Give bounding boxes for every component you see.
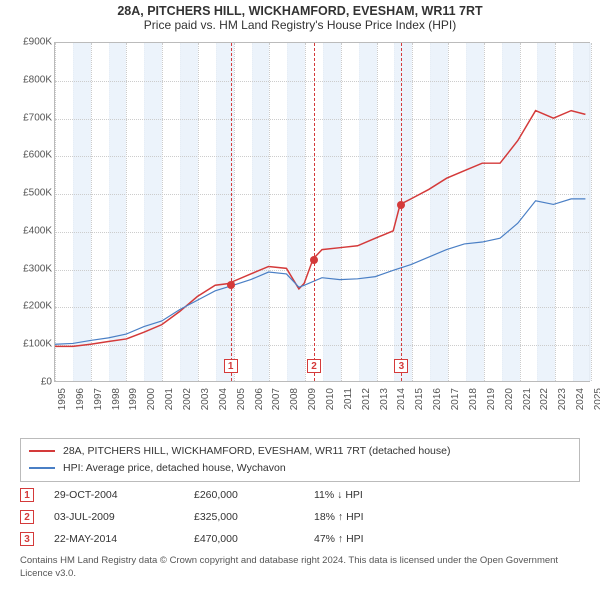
x-tick-label: 1998 — [111, 388, 122, 410]
chart: £0 £100K £200K £300K £400K £500K £600K £700K £80… — [8, 42, 594, 432]
sale-delta: 18% ↑ HPI — [314, 511, 434, 523]
sale-number-badge: 2 — [20, 510, 34, 524]
x-tick-label: 2019 — [486, 388, 497, 410]
legend-row: HPI: Average price, detached house, Wych… — [29, 460, 571, 477]
x-axis: 1995 1996 1997 1998 1999 2000 2001 2002 2003 2004… — [54, 384, 590, 432]
y-tick-label: £700K — [8, 112, 52, 123]
x-tick-label: 2005 — [236, 388, 247, 410]
sale-date: 03-JUL-2009 — [54, 511, 174, 523]
legend-label: HPI: Average price, detached house, Wych… — [63, 460, 286, 477]
sale-date: 22-MAY-2014 — [54, 533, 174, 545]
sale-price: £325,000 — [194, 511, 294, 523]
sale-dot — [227, 281, 235, 289]
sale-row: 3 22-MAY-2014 £470,000 47% ↑ HPI — [20, 528, 580, 550]
y-tick-label: £300K — [8, 263, 52, 274]
y-tick-label: £400K — [8, 225, 52, 236]
y-tick-label: £200K — [8, 301, 52, 312]
y-axis: £0£100K£200K£300K£400K£500K£600K£700K£80… — [8, 42, 52, 382]
y-tick-label: £800K — [8, 74, 52, 85]
y-tick-label: £600K — [8, 150, 52, 161]
sale-number-badge: 3 — [20, 532, 34, 546]
x-tick-label: 2001 — [164, 388, 175, 410]
sale-dot — [397, 201, 405, 209]
x-tick-label: 2007 — [271, 388, 282, 410]
series-line — [55, 111, 585, 347]
footer-attribution: Contains HM Land Registry data © Crown c… — [20, 554, 580, 581]
page-subtitle: Price paid vs. HM Land Registry's House … — [0, 18, 600, 32]
x-tick-label: 2012 — [361, 388, 372, 410]
sales-table: 1 29-OCT-2004 £260,000 11% ↓ HPI 2 03-JUL-200… — [20, 484, 580, 550]
legend-row: 28A, PITCHERS HILL, WICKHAMFORD, EVESHAM… — [29, 443, 571, 460]
sale-row: 2 03-JUL-2009 £325,000 18% ↑ HPI — [20, 506, 580, 528]
x-tick-label: 2002 — [182, 388, 193, 410]
sale-event-marker: 2 — [307, 359, 321, 373]
legend-swatch — [29, 450, 55, 452]
x-tick-label: 1995 — [57, 388, 68, 410]
sale-price: £260,000 — [194, 489, 294, 501]
x-tick-label: 2018 — [468, 388, 479, 410]
legend-swatch — [29, 467, 55, 469]
v-gridline — [591, 43, 592, 381]
sale-event-marker: 3 — [394, 359, 408, 373]
x-tick-label: 1996 — [75, 388, 86, 410]
y-tick-label: £0 — [8, 377, 52, 388]
x-tick-label: 2013 — [379, 388, 390, 410]
y-tick-label: £100K — [8, 339, 52, 350]
sale-delta: 11% ↓ HPI — [314, 489, 434, 501]
x-tick-label: 2011 — [343, 388, 354, 410]
legend: 28A, PITCHERS HILL, WICKHAMFORD, EVESHAM… — [20, 438, 580, 482]
x-tick-label: 2008 — [289, 388, 300, 410]
sale-dot — [310, 256, 318, 264]
x-tick-label: 2004 — [218, 388, 229, 410]
series-line — [55, 199, 585, 344]
x-tick-label: 2003 — [200, 388, 211, 410]
y-tick-label: £500K — [8, 188, 52, 199]
sale-event-line — [231, 43, 232, 381]
plot-area: 1 2 3 — [54, 42, 590, 382]
series-svg — [55, 43, 589, 381]
x-tick-label: 2024 — [575, 388, 586, 410]
x-tick-label: 1999 — [128, 388, 139, 410]
x-tick-label: 2022 — [539, 388, 550, 410]
sale-event-marker: 1 — [224, 359, 238, 373]
sale-event-line — [314, 43, 315, 381]
x-tick-label: 2010 — [325, 388, 336, 410]
x-tick-label: 2021 — [522, 388, 533, 410]
sale-date: 29-OCT-2004 — [54, 489, 174, 501]
x-tick-label: 2023 — [557, 388, 568, 410]
x-tick-label: 2006 — [254, 388, 265, 410]
y-tick-label: £900K — [8, 37, 52, 48]
x-tick-label: 2000 — [146, 388, 157, 410]
x-tick-label: 2016 — [432, 388, 443, 410]
page-title: 28A, PITCHERS HILL, WICKHAMFORD, EVESHAM… — [0, 4, 600, 18]
x-tick-label: 2025 — [593, 388, 600, 410]
sale-number-badge: 1 — [20, 488, 34, 502]
sale-row: 1 29-OCT-2004 £260,000 11% ↓ HPI — [20, 484, 580, 506]
x-tick-label: 2009 — [307, 388, 318, 410]
x-tick-label: 1997 — [93, 388, 104, 410]
x-tick-label: 2015 — [414, 388, 425, 410]
x-tick-label: 2020 — [504, 388, 515, 410]
sale-delta: 47% ↑ HPI — [314, 533, 434, 545]
x-tick-label: 2017 — [450, 388, 461, 410]
sale-price: £470,000 — [194, 533, 294, 545]
legend-label: 28A, PITCHERS HILL, WICKHAMFORD, EVESHAM… — [63, 443, 450, 460]
sale-event-line — [401, 43, 402, 381]
x-tick-label: 2014 — [396, 388, 407, 410]
